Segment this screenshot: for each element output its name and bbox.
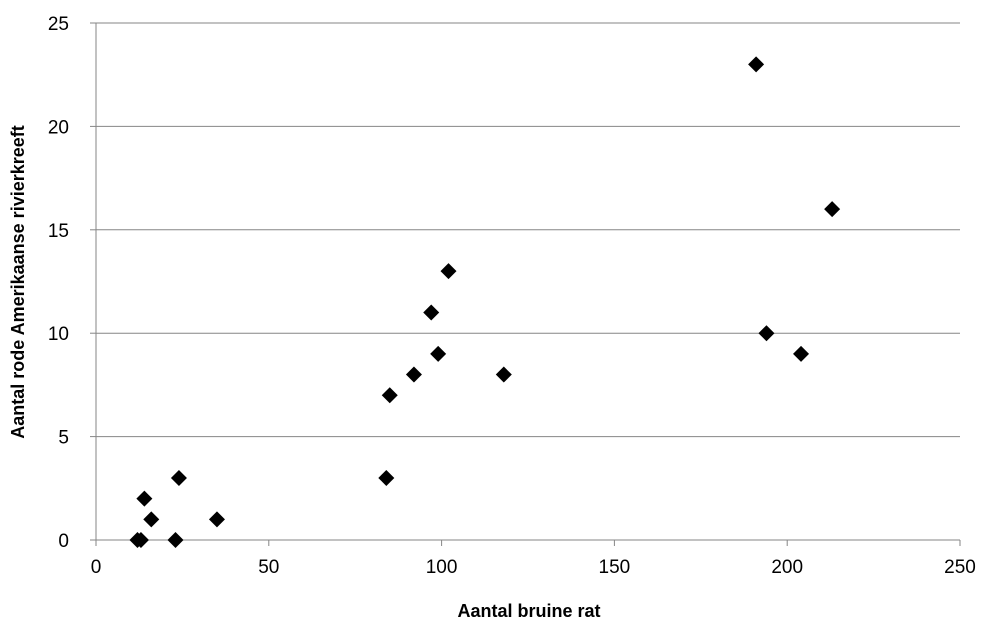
data-points [129,56,841,548]
data-point [208,511,225,528]
data-point [132,532,149,548]
data-point [405,366,422,383]
data-point [430,345,447,362]
data-point [440,263,457,280]
data-point [167,532,184,548]
data-point [824,201,841,218]
data-point [423,304,440,321]
y-tick-label: 15 [48,221,69,242]
data-point [378,469,395,486]
data-point [793,345,810,362]
x-tick-label: 100 [426,557,458,578]
data-point [170,469,187,486]
y-tick-label: 0 [58,531,69,552]
data-point [748,56,765,73]
data-point [136,490,153,507]
x-axis-title: Aantal bruine rat [457,601,600,621]
axes [90,22,961,546]
data-point [495,366,512,383]
y-tick-label: 25 [48,14,69,35]
y-tick-label: 20 [48,117,69,138]
y-tick-label: 5 [58,428,69,449]
y-axis-title: Aantal rode Amerikaanse rivierkreeft [8,125,28,438]
x-tick-label: 200 [771,557,803,578]
data-point [143,511,160,528]
y-tick-label: 10 [48,324,69,345]
gridlines [96,22,960,438]
x-tick-label: 50 [258,557,279,578]
data-point [758,325,775,342]
data-point [381,387,398,404]
x-tick-label: 0 [91,557,102,578]
x-tick-label: 250 [944,557,976,578]
x-tick-label: 150 [599,557,631,578]
